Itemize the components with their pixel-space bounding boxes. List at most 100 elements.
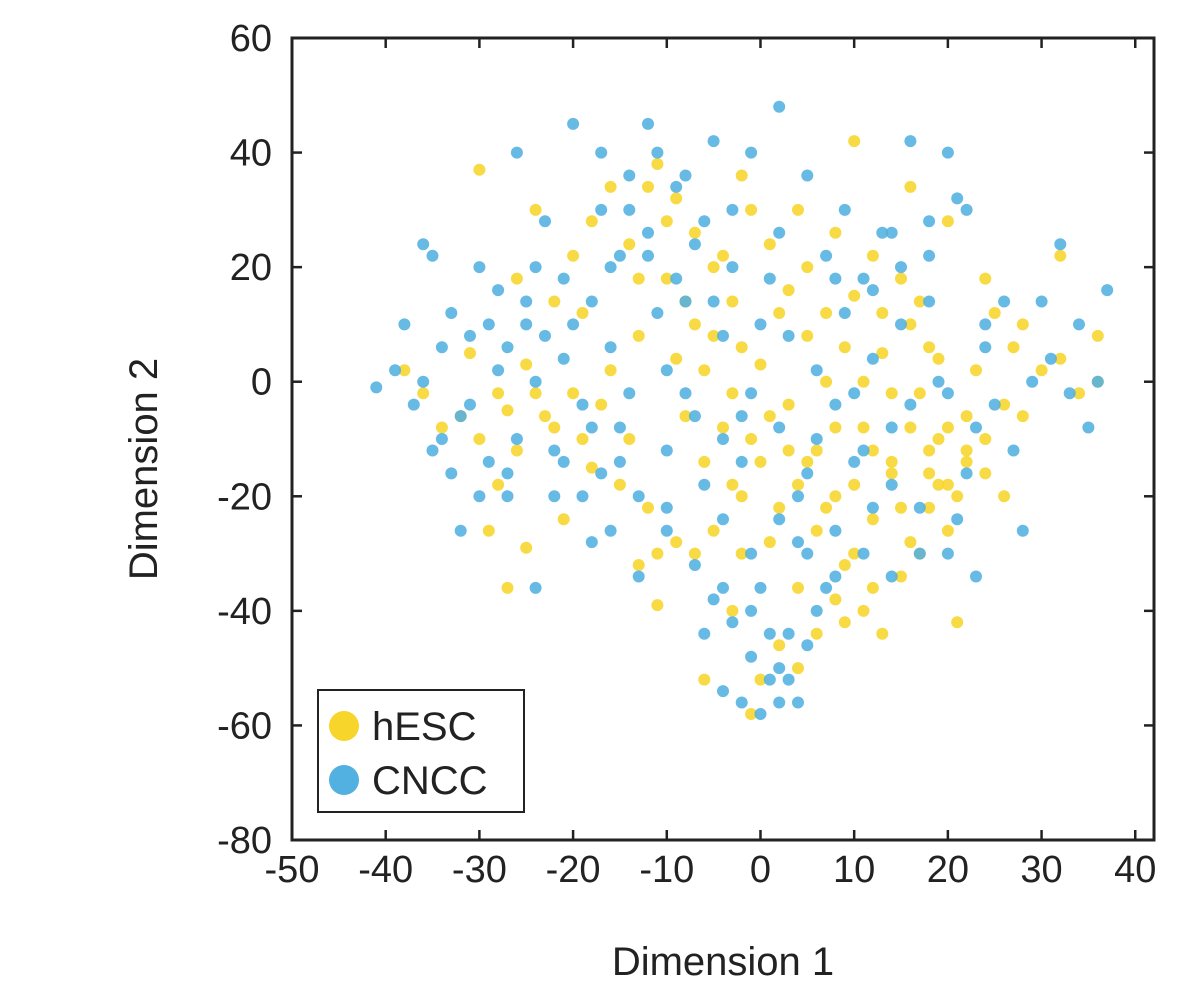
point-cncc-83 — [510, 433, 523, 445]
point-cncc-0 — [370, 381, 383, 394]
x-tick-label-9: 40 — [1114, 849, 1156, 891]
point-hesc-15 — [651, 547, 664, 560]
point-cncc-145 — [801, 467, 814, 480]
point-cncc-173 — [520, 295, 533, 308]
point-hesc-1 — [473, 163, 486, 176]
point-cncc-42 — [782, 329, 795, 342]
point-cncc-1 — [389, 364, 402, 377]
point-cncc-25 — [623, 203, 636, 216]
point-hesc-51 — [988, 307, 1001, 319]
point-cncc-70 — [1044, 352, 1057, 365]
point-hesc-145 — [857, 375, 870, 388]
point-hesc-29 — [782, 398, 795, 411]
point-hesc-152 — [801, 329, 814, 342]
point-cncc-100 — [829, 272, 842, 285]
point-cncc-94 — [717, 329, 729, 342]
point-cncc-5 — [435, 433, 448, 445]
point-hesc-8 — [567, 387, 580, 400]
point-cncc-11 — [492, 284, 505, 297]
point-cncc-45 — [810, 433, 823, 445]
point-cncc-134 — [642, 226, 654, 239]
legend-label-cncc: CNCC — [372, 759, 488, 803]
point-cncc-137 — [557, 352, 570, 365]
point-hesc-108 — [979, 272, 992, 285]
x-tick-label-2: -30 — [452, 849, 507, 891]
point-cncc-13 — [510, 146, 523, 159]
point-hesc-49 — [970, 364, 982, 377]
point-hesc-97 — [435, 421, 448, 434]
point-cncc-161 — [717, 581, 729, 594]
point-hesc-147 — [895, 272, 907, 285]
point-cncc-116 — [726, 616, 739, 629]
point-cncc-86 — [567, 318, 580, 331]
point-hesc-82 — [717, 421, 729, 434]
point-hesc-154 — [763, 238, 776, 251]
point-hesc-124 — [857, 604, 870, 617]
point-cncc-176 — [576, 490, 589, 503]
point-cncc-54 — [895, 318, 907, 331]
point-hesc-136 — [576, 433, 589, 445]
point-cncc-41 — [773, 696, 786, 709]
point-hesc-33 — [820, 375, 833, 388]
point-cncc-172 — [501, 341, 514, 354]
point-hesc-66 — [829, 593, 842, 606]
point-cncc-95 — [735, 455, 748, 468]
point-hesc-38 — [866, 513, 879, 526]
point-cncc-80 — [454, 524, 467, 537]
point-cncc-120 — [707, 593, 720, 606]
point-cncc-59 — [941, 146, 954, 159]
point-hesc-112 — [923, 341, 936, 354]
point-hesc-70 — [923, 501, 936, 514]
point-cncc-26 — [632, 570, 645, 583]
point-hesc-144 — [998, 490, 1011, 503]
point-cncc-155 — [923, 215, 936, 228]
point-cncc-85 — [548, 490, 561, 503]
point-hesc-65 — [810, 627, 823, 640]
point-cncc-128 — [651, 146, 664, 159]
point-cncc-17 — [548, 444, 561, 457]
point-cncc-33 — [698, 627, 711, 640]
point-hesc-160 — [651, 158, 664, 170]
point-hesc-133 — [670, 536, 683, 549]
point-cncc-23 — [604, 341, 617, 354]
point-cncc-29 — [660, 501, 673, 514]
point-cncc-104 — [904, 398, 917, 411]
point-hesc-137 — [539, 410, 551, 423]
point-cncc-123 — [745, 604, 758, 617]
point-cncc-62 — [970, 421, 982, 434]
point-cncc-144 — [773, 421, 786, 434]
point-hesc-98 — [417, 387, 430, 400]
point-cncc-150 — [941, 547, 954, 560]
point-hesc-118 — [595, 398, 608, 411]
point-cncc-76 — [1101, 284, 1114, 297]
point-cncc-74 — [1082, 421, 1095, 434]
x-tick-label-3: -20 — [546, 849, 601, 891]
point-hesc-132 — [688, 547, 701, 560]
point-cncc-71 — [1054, 238, 1067, 251]
point-cncc-2 — [407, 398, 420, 411]
legend-marker-hesc — [329, 711, 359, 741]
plot-frame — [290, 36, 1156, 842]
y-tick-label-1: -60 — [217, 705, 272, 747]
point-cncc-93 — [698, 478, 711, 491]
point-cncc-139 — [501, 467, 514, 480]
point-hesc-102 — [735, 169, 748, 182]
point-hesc-42 — [904, 318, 917, 331]
point-cncc-163 — [773, 513, 786, 526]
point-cncc-47 — [829, 570, 842, 583]
point-hesc-25 — [745, 433, 758, 445]
point-hesc-115 — [932, 433, 945, 445]
y-tick-label-0: -80 — [217, 820, 272, 862]
point-hesc-6 — [529, 387, 542, 400]
point-cncc-127 — [679, 169, 692, 182]
point-hesc-4 — [510, 444, 523, 457]
point-hesc-157 — [707, 261, 720, 274]
x-tick-label-4: -10 — [639, 849, 694, 891]
point-cncc-89 — [623, 387, 636, 400]
point-hesc-86 — [642, 180, 654, 193]
point-hesc-76 — [829, 421, 842, 434]
point-hesc-127 — [801, 455, 814, 468]
point-cncc-37 — [735, 410, 748, 423]
point-hesc-78 — [792, 478, 804, 491]
